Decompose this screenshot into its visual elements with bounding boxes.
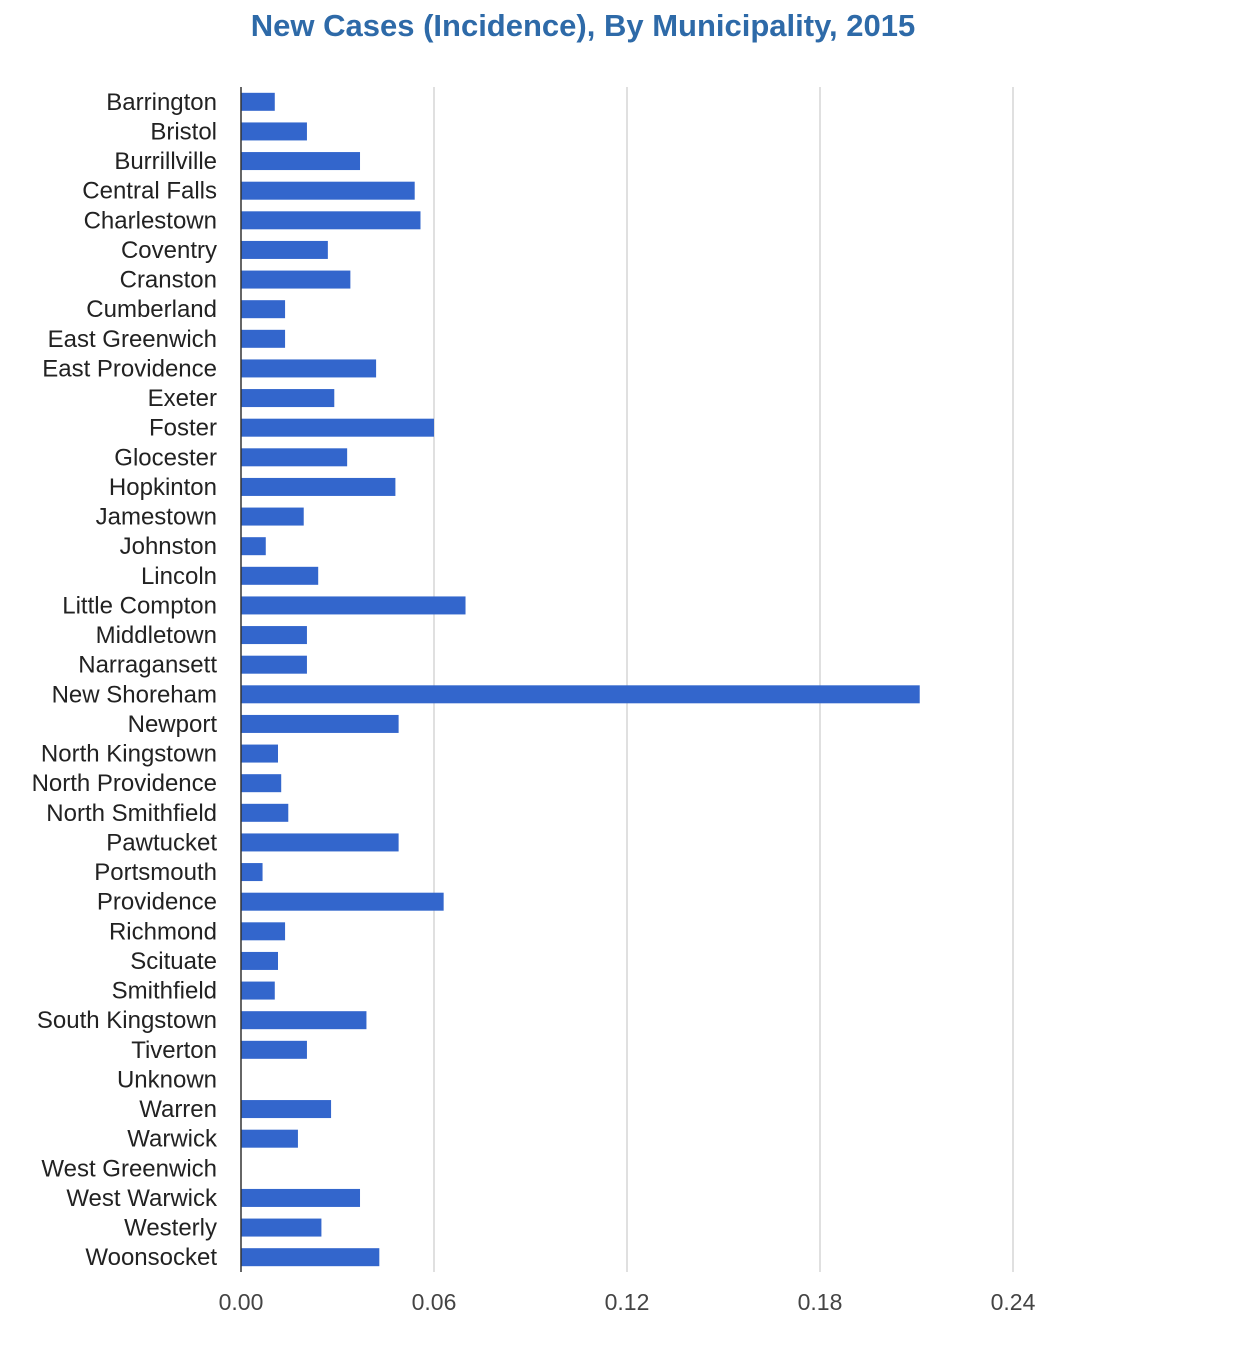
category-label: Exeter — [148, 385, 217, 412]
bar-east-greenwich[interactable] — [241, 329, 286, 348]
bar-central-falls[interactable] — [241, 181, 415, 200]
bar-little-compton[interactable] — [241, 596, 466, 615]
bar-providence[interactable] — [241, 892, 444, 911]
bar-cranston[interactable] — [241, 270, 351, 289]
category-label: West Warwick — [66, 1185, 218, 1212]
category-label: Johnston — [120, 533, 217, 560]
x-tick-labels: 0.00 0.06 0.12 0.18 0.24 — [219, 1289, 1036, 1315]
bar-portsmouth[interactable] — [241, 863, 263, 882]
bar-pawtucket[interactable] — [241, 833, 399, 852]
category-label: New Shoreham — [52, 681, 217, 708]
bar-coventry[interactable] — [241, 240, 328, 259]
bar-charlestown[interactable] — [241, 211, 421, 230]
gridlines — [433, 87, 1014, 1272]
category-label: Warwick — [127, 1126, 218, 1153]
bar-newport[interactable] — [241, 714, 399, 733]
category-label: Cranston — [120, 267, 217, 294]
bar-lincoln[interactable] — [241, 566, 319, 585]
category-label: Unknown — [117, 1066, 217, 1093]
bar-smithfield[interactable] — [241, 981, 275, 1000]
bar-middletown[interactable] — [241, 626, 307, 645]
bar-east-providence[interactable] — [241, 359, 377, 378]
category-label: Westerly — [124, 1215, 217, 1242]
chart-title: New Cases (Incidence), By Municipality, … — [250, 8, 916, 43]
category-label: Portsmouth — [94, 859, 217, 886]
category-label: Bristol — [150, 118, 217, 145]
bar-bristol[interactable] — [241, 122, 307, 141]
category-label: Glocester — [114, 444, 217, 471]
x-tick-label: 0.24 — [991, 1289, 1036, 1315]
category-label: North Providence — [32, 770, 217, 797]
x-tick-label: 0.12 — [605, 1289, 650, 1315]
category-label: Cumberland — [86, 296, 217, 323]
category-label: Little Compton — [62, 592, 217, 619]
bar-richmond[interactable] — [241, 922, 286, 941]
bar-johnston[interactable] — [241, 537, 266, 556]
category-label: Burrillville — [114, 148, 217, 175]
bar-new-shoreham[interactable] — [241, 685, 920, 704]
category-label: North Smithfield — [46, 800, 217, 827]
bar-glocester[interactable] — [241, 448, 348, 467]
category-label: Jamestown — [96, 504, 217, 531]
category-label: Coventry — [121, 237, 217, 264]
category-label: Richmond — [109, 918, 217, 945]
bar-north-smithfield[interactable] — [241, 803, 289, 822]
category-label: Central Falls — [82, 178, 217, 205]
category-label: Tiverton — [131, 1037, 217, 1064]
bar-narragansett[interactable] — [241, 655, 307, 674]
category-label: Narragansett — [78, 652, 217, 679]
category-label: Foster — [149, 415, 217, 442]
category-label: South Kingstown — [37, 1007, 217, 1034]
bar-jamestown[interactable] — [241, 507, 304, 526]
bar-warwick[interactable] — [241, 1129, 298, 1148]
category-label: Charlestown — [84, 207, 217, 234]
x-tick-label: 0.00 — [219, 1289, 264, 1315]
bar-foster[interactable] — [241, 418, 434, 437]
bar-west-warwick[interactable] — [241, 1188, 361, 1207]
bars — [241, 92, 920, 1267]
category-label: North Kingstown — [41, 741, 217, 768]
category-label: Warren — [139, 1096, 217, 1123]
bar-barrington[interactable] — [241, 92, 275, 111]
x-tick-label: 0.06 — [412, 1289, 457, 1315]
category-label: Smithfield — [112, 978, 217, 1005]
category-label: East Greenwich — [48, 326, 217, 353]
bar-woonsocket[interactable] — [241, 1248, 380, 1267]
bar-cumberland[interactable] — [241, 300, 286, 319]
bar-exeter[interactable] — [241, 389, 335, 408]
bar-north-kingstown[interactable] — [241, 744, 278, 763]
category-label: Woonsocket — [85, 1244, 217, 1271]
bar-tiverton[interactable] — [241, 1040, 307, 1059]
bar-westerly[interactable] — [241, 1218, 322, 1237]
bar-warren[interactable] — [241, 1100, 332, 1119]
category-label: Providence — [97, 889, 217, 916]
category-label: Pawtucket — [106, 829, 217, 856]
x-tick-label: 0.18 — [798, 1289, 843, 1315]
bar-south-kingstown[interactable] — [241, 1011, 367, 1030]
category-label: Middletown — [96, 622, 217, 649]
bar-burrillville[interactable] — [241, 152, 361, 171]
category-label: East Providence — [42, 355, 217, 382]
category-label: Hopkinton — [109, 474, 217, 501]
category-label: Newport — [128, 711, 218, 738]
category-label: West Greenwich — [41, 1155, 217, 1182]
category-label: Scituate — [130, 948, 217, 975]
bar-hopkinton[interactable] — [241, 477, 396, 496]
category-label: Lincoln — [141, 563, 217, 590]
bar-north-providence[interactable] — [241, 774, 282, 793]
bar-scituate[interactable] — [241, 951, 278, 970]
category-label: Barrington — [106, 89, 217, 116]
